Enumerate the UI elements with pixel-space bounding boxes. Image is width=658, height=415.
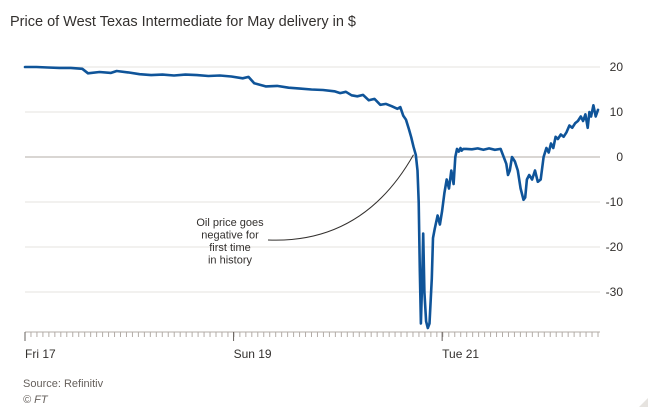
series — [23, 65, 600, 330]
annotation-text: first time — [209, 242, 251, 254]
y-tick-label: -10 — [606, 195, 624, 209]
y-tick-label: -20 — [606, 240, 624, 254]
series-line — [23, 65, 600, 330]
y-tick-label: 20 — [610, 60, 624, 74]
annotation-text: Oil price goes — [196, 217, 264, 229]
x-tick-label: Fri 17 — [25, 347, 56, 361]
source-note: Source: Refinitiv — [23, 378, 104, 390]
x-tick-label: Sun 19 — [234, 347, 272, 361]
annotation-text: negative for — [201, 230, 259, 242]
y-tick-label: 10 — [610, 105, 624, 119]
x-tick-label: Tue 21 — [442, 347, 479, 361]
annotation-leader — [267, 154, 414, 241]
x-axis: Fri 17 Sun 19 Tue 21 — [24, 331, 600, 361]
y-tick-label: -30 — [606, 285, 624, 299]
corner-triangle-icon — [639, 398, 648, 407]
y-axis: 20 10 0 -10 -20 -30 — [606, 60, 624, 299]
gridlines — [25, 66, 600, 293]
ft-credit: © FT — [23, 394, 48, 406]
annotation-text: in history — [208, 255, 253, 267]
y-tick-label: 0 — [616, 150, 623, 164]
chart-title: Price of West Texas Intermediate for May… — [10, 14, 356, 30]
